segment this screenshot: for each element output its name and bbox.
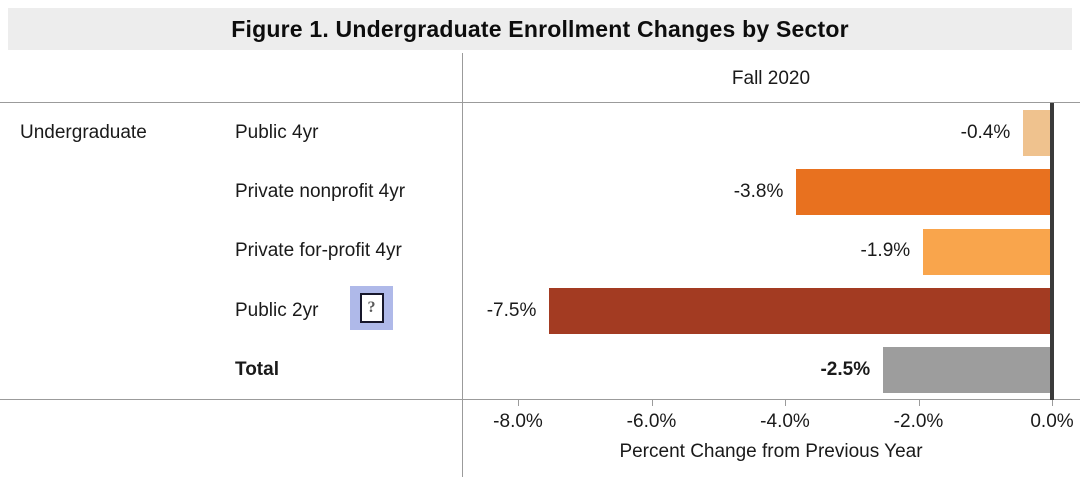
- help-icon[interactable]: ?: [350, 286, 393, 331]
- axis-tick-label: -8.0%: [493, 411, 543, 432]
- category-label: Public 2yr: [235, 299, 319, 321]
- bar-value-label: -7.5%: [486, 299, 537, 321]
- bar: [796, 169, 1050, 216]
- axis-tick: [785, 400, 786, 406]
- header-rule: [0, 102, 1080, 103]
- category-label: Private for-profit 4yr: [235, 240, 402, 262]
- axis-tick-label: -2.0%: [893, 411, 944, 432]
- figure-title: Figure 1. Undergraduate Enrollment Chang…: [231, 15, 849, 42]
- axis-tick: [1052, 400, 1053, 406]
- bar: [883, 347, 1050, 394]
- category-label: Total: [235, 359, 279, 381]
- category-label: Public 4yr: [235, 121, 319, 143]
- axis-tick: [918, 400, 920, 406]
- axis-rule: [0, 399, 1080, 400]
- bar: [1023, 109, 1050, 156]
- axis-tick-label: 0.0%: [1030, 411, 1074, 432]
- zero-axis-line: [1050, 103, 1054, 400]
- axis-tick-label: -4.0%: [760, 411, 810, 432]
- bar: [549, 287, 1050, 334]
- bar: [923, 228, 1050, 275]
- column-header-fall-2020: Fall 2020: [731, 68, 811, 89]
- axis-tick: [518, 400, 519, 406]
- bar-value-label: -1.9%: [860, 240, 911, 262]
- bar-value-label: -3.8%: [733, 181, 784, 203]
- panel-divider: [462, 53, 463, 477]
- question-mark-icon: ?: [359, 293, 384, 324]
- title-band: Figure 1. Undergraduate Enrollment Chang…: [8, 8, 1072, 50]
- x-axis-label: Percent Change from Previous Year: [619, 441, 923, 462]
- category-label: Private nonprofit 4yr: [235, 181, 406, 203]
- bar-value-label: -2.5%: [820, 359, 871, 381]
- axis-tick-label: -6.0%: [626, 411, 677, 432]
- group-label: Undergraduate: [20, 121, 147, 143]
- axis-tick: [651, 400, 653, 406]
- bar-value-label: -0.4%: [960, 121, 1011, 143]
